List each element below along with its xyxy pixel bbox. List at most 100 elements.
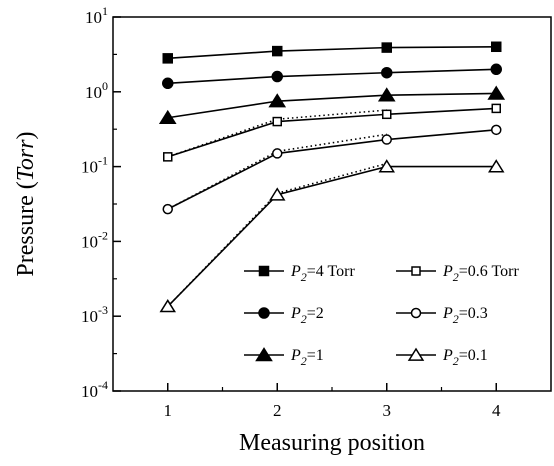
y-tick-label: 100 — [85, 79, 108, 102]
data-point — [159, 299, 176, 313]
legend-entry: P2=4 Torr — [244, 263, 356, 284]
legend-text: =2 — [307, 305, 324, 322]
y-tick-label: 10-4 — [81, 378, 108, 401]
data-point — [272, 116, 282, 127]
legend-symbol: P — [290, 263, 301, 280]
data-point — [488, 159, 505, 173]
legend-marker — [258, 265, 270, 277]
series-layer — [158, 41, 506, 313]
series-line — [167, 165, 497, 308]
legend-subscript: 2 — [453, 354, 459, 368]
legend-symbol: P — [442, 263, 453, 280]
data-point — [491, 103, 501, 114]
legend-entry: P2=0.3 — [396, 305, 488, 326]
legend-symbol: P — [290, 305, 301, 322]
y-tick-label: 10-3 — [81, 303, 108, 326]
legend-marker — [411, 266, 421, 276]
data-point — [272, 45, 283, 57]
data-point — [487, 85, 506, 100]
legend-label: P2=4 Torr — [290, 263, 356, 284]
x-tick-label: 1 — [164, 401, 173, 420]
x-tick-label: 4 — [492, 401, 501, 420]
data-point — [381, 134, 392, 145]
series-3 — [158, 85, 506, 125]
legend-marker — [410, 307, 422, 319]
series-dotted-line — [167, 162, 387, 308]
legend-symbol: P — [442, 305, 453, 322]
series-dotted-line — [167, 109, 387, 158]
legend-label: P2=0.1 — [442, 347, 488, 368]
legend-label: P2=0.3 — [442, 305, 488, 326]
data-point — [381, 66, 393, 79]
data-point — [272, 148, 283, 159]
y-tick-base: 10 — [81, 232, 98, 251]
series-2 — [162, 63, 502, 90]
series-line — [167, 129, 497, 210]
legend-text: =4 Torr — [307, 263, 356, 280]
data-point — [268, 93, 287, 108]
data-point — [491, 41, 502, 53]
legend-entry: P2=0.6 Torr — [396, 263, 520, 284]
legend-text: =0.1 — [459, 347, 488, 364]
legend-subscript: 2 — [453, 270, 459, 284]
data-point — [382, 109, 392, 120]
y-tick-exponent: -3 — [98, 303, 108, 317]
x-axis-label: Measuring position — [239, 430, 425, 456]
legend-entry: P2=2 — [244, 305, 324, 326]
data-point — [271, 70, 283, 83]
y-tick-base: 10 — [81, 382, 98, 401]
y-axis-label-prefix: Pressure ( — [13, 181, 39, 276]
legend-text: =0.3 — [459, 305, 488, 322]
y-tick-exponent: -2 — [98, 228, 108, 242]
series-line — [167, 45, 497, 60]
y-tick-label: 10-1 — [81, 154, 108, 177]
y-tick-base: 10 — [81, 158, 98, 177]
legend-subscript: 2 — [301, 354, 307, 368]
y-axis-label-unit: Torr — [13, 139, 39, 181]
y-tick-exponent: -4 — [98, 378, 108, 392]
y-axis-label: Pressure (Torr) — [13, 131, 39, 276]
x-axis-ticks: 1 2 3 4 — [164, 383, 501, 420]
data-point — [377, 87, 396, 102]
data-point — [163, 152, 173, 162]
y-tick-label: 10-2 — [81, 228, 108, 251]
y-tick-base: 10 — [81, 307, 98, 326]
series-line — [167, 92, 497, 119]
series-4 — [163, 103, 501, 162]
data-point — [158, 109, 177, 125]
series-5 — [162, 124, 502, 215]
y-tick-label: 101 — [85, 4, 108, 27]
legend-label: P2=0.6 Torr — [442, 263, 520, 284]
data-point — [269, 187, 286, 201]
series-line — [167, 68, 497, 85]
legend-label: P2=1 — [290, 347, 324, 368]
series-line — [167, 107, 497, 158]
x-tick-label: 3 — [383, 401, 392, 420]
series-1 — [162, 41, 502, 64]
legend-symbol: P — [442, 347, 453, 364]
data-point — [491, 124, 502, 136]
y-tick-base: 10 — [85, 83, 102, 102]
data-point — [490, 63, 502, 76]
y-tick-exponent: 0 — [102, 79, 108, 93]
legend-marker — [255, 347, 273, 362]
legend-symbol: P — [290, 347, 301, 364]
data-point — [381, 42, 392, 53]
legend-marker — [258, 307, 270, 319]
legend-label: P2=2 — [290, 305, 324, 326]
data-point — [378, 159, 395, 173]
legend-subscript: 2 — [453, 312, 459, 326]
y-axis-label-suffix: ) — [13, 131, 39, 139]
y-tick-base: 10 — [85, 8, 102, 27]
data-point — [162, 53, 173, 64]
data-point — [162, 203, 173, 215]
legend-marker — [407, 347, 425, 361]
data-point — [162, 77, 174, 90]
legend-text: =0.6 Torr — [459, 263, 520, 280]
legend-entry: P2=0.1 — [396, 347, 488, 368]
y-tick-exponent: -1 — [98, 154, 108, 168]
y-tick-exponent: 1 — [102, 4, 108, 18]
